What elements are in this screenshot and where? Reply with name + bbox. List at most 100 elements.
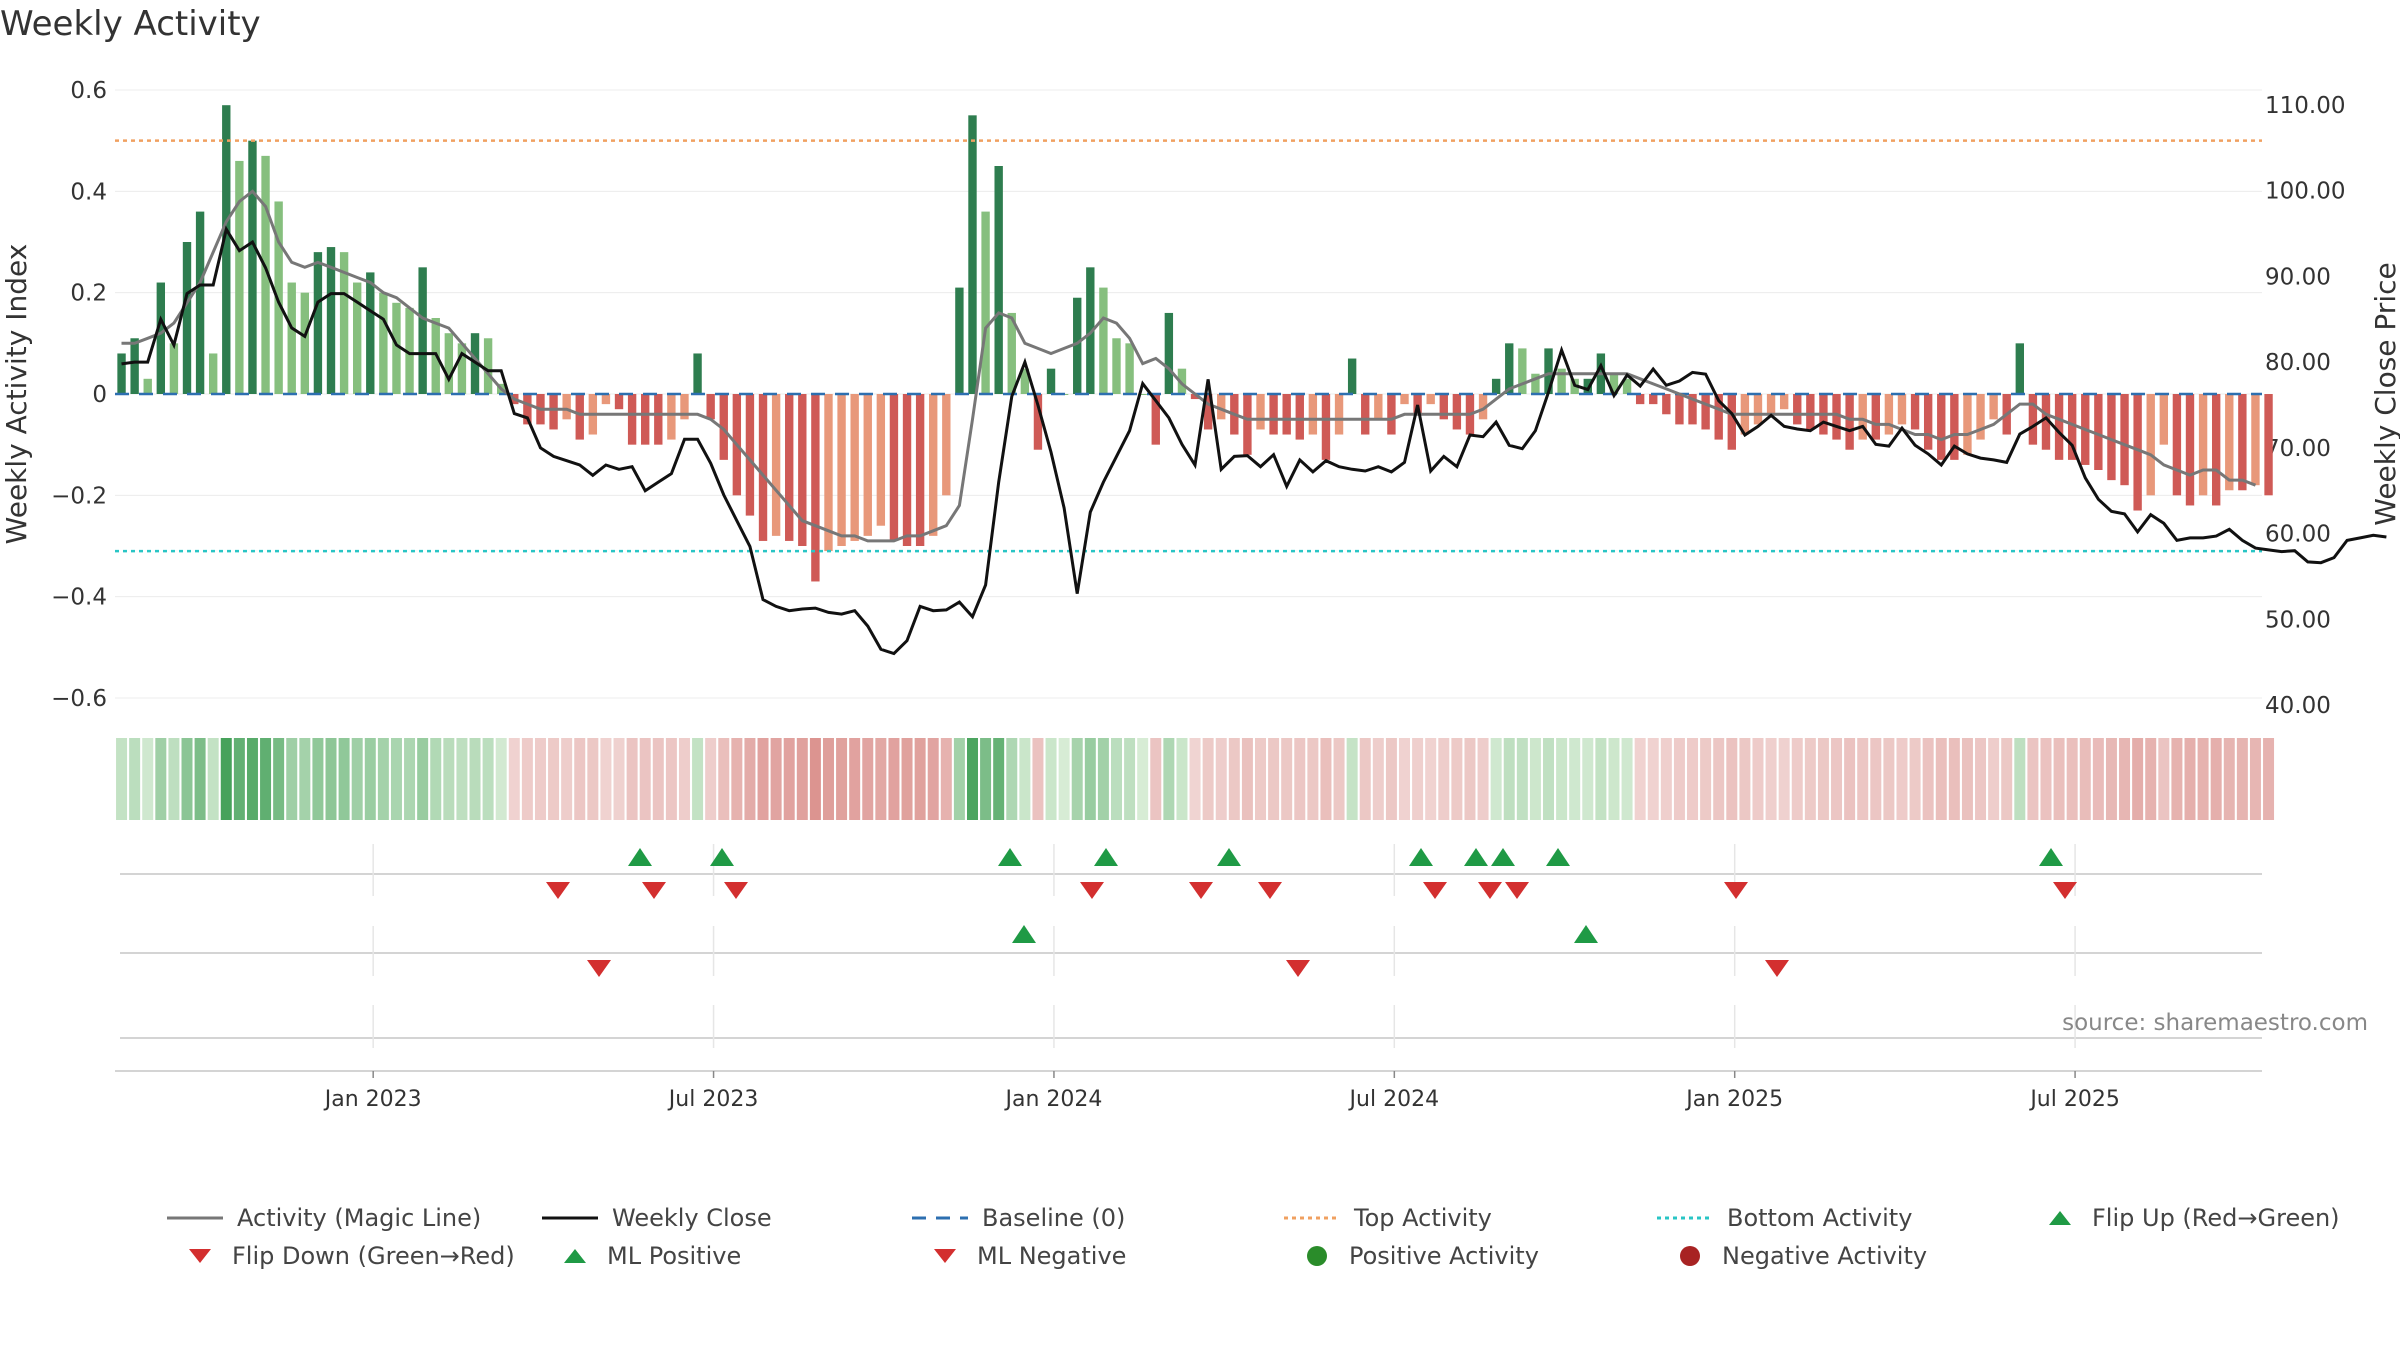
activity-bar: [2146, 394, 2155, 496]
legend-label-flip-down: Flip Down (Green→Red): [232, 1242, 515, 1270]
heat-cell: [1058, 738, 1070, 820]
chart-title: Weekly Activity: [0, 4, 261, 44]
heat-cell: [1595, 738, 1607, 820]
heat-cell: [351, 738, 363, 820]
activity-bar: [2067, 394, 2077, 460]
activity-bar: [300, 292, 310, 394]
activity-bar: [1321, 394, 1331, 460]
activity-bar: [523, 394, 532, 425]
activity-bar: [627, 394, 637, 445]
ml-positive-marker: [1574, 925, 1598, 943]
heat-cell: [116, 738, 128, 820]
magic-line-swatch: [167, 1216, 223, 1220]
activity-bar: [156, 282, 166, 394]
heat-cell: [1071, 738, 1083, 820]
heat-cell: [993, 738, 1005, 820]
heat-cell: [1870, 738, 1882, 820]
activity-bar: [785, 394, 794, 541]
heat-cell: [1438, 738, 1450, 820]
legend-label-negative-activity: Negative Activity: [1722, 1242, 1928, 1270]
activity-bar: [1884, 394, 1894, 435]
heat-cell: [2119, 738, 2131, 820]
activity-bar: [1662, 394, 1671, 415]
legend-label-top-activity: Top Activity: [1354, 1204, 1492, 1232]
heat-cell: [1883, 738, 1895, 820]
activity-bar: [1505, 343, 1514, 394]
heat-cell: [1608, 738, 1620, 820]
heat-cell: [757, 738, 769, 820]
flip-up-marker: [1464, 848, 1488, 866]
heat-cell: [1124, 738, 1136, 820]
activity-bar: [549, 394, 558, 430]
activity-bar: [143, 378, 152, 394]
heat-cell: [1569, 738, 1581, 820]
heat-cell: [1255, 738, 1267, 820]
activity-bar: [1086, 267, 1095, 394]
activity-bar: [1361, 394, 1370, 435]
heat-cell: [312, 738, 324, 820]
activity-bar: [929, 394, 938, 536]
activity-bar: [575, 394, 584, 440]
heat-cell: [1634, 738, 1646, 820]
activity-bar: [2120, 394, 2129, 486]
activity-bar: [235, 160, 244, 394]
activity-bar: [1793, 394, 1802, 425]
activity-bar: [1203, 394, 1213, 430]
activity-bar: [1478, 394, 1488, 420]
activity-bar: [876, 394, 886, 526]
activity-bar: [1557, 368, 1566, 394]
activity-bar: [1635, 394, 1645, 405]
flip-down-marker: [546, 882, 570, 899]
legend-item-flip-down: Flip Down (Green→Red): [180, 1238, 515, 1274]
heat-cell: [796, 738, 808, 820]
activity-bar: [457, 343, 467, 394]
activity-bar: [1858, 394, 1867, 440]
activity-bar: [1518, 348, 1527, 394]
activity-bar: [1544, 348, 1553, 394]
activity-bar: [1439, 394, 1448, 420]
heat-cell: [600, 738, 612, 820]
legend-label-positive-activity: Positive Activity: [1349, 1242, 1539, 1270]
legend-label-bottom-activity: Bottom Activity: [1727, 1204, 1913, 1232]
right-tick-label: 70.00: [2265, 436, 2331, 462]
flip-down-marker: [1478, 882, 1502, 899]
activity-bar: [208, 353, 218, 394]
heat-cell: [1543, 738, 1555, 820]
heat-cell: [2197, 738, 2209, 820]
flip-down-marker: [1258, 882, 1282, 899]
heat-cell: [194, 738, 206, 820]
heat-cell: [2223, 738, 2235, 820]
left-tick-label: −0.4: [51, 585, 107, 611]
flip-up-marker: [1094, 848, 1118, 866]
activity-bar: [1164, 312, 1174, 394]
heat-cell: [574, 738, 586, 820]
activity-bar: [1125, 343, 1134, 394]
legend-item-negative-activity: Negative Activity: [1670, 1238, 1927, 1274]
activity-bar: [758, 394, 768, 541]
activity-bar: [366, 272, 375, 394]
heat-cell: [1359, 738, 1371, 820]
heat-cell: [1857, 738, 1869, 820]
right-tick-label: 50.00: [2265, 607, 2331, 633]
heat-cell: [456, 738, 468, 820]
left-axis-title: Weekly Activity Index: [0, 244, 33, 545]
heat-cell: [1988, 738, 2000, 820]
activity-bar: [1727, 394, 1736, 450]
heat-cell: [1831, 738, 1843, 820]
activity-bar: [1099, 287, 1108, 394]
activity-bar: [313, 252, 323, 394]
heat-cell: [1975, 738, 1987, 820]
flip-down-marker: [642, 882, 666, 899]
activity-bar: [562, 394, 571, 420]
heat-cell: [181, 738, 193, 820]
activity-bar: [981, 211, 990, 394]
heat-cell: [888, 738, 900, 820]
activity-bar: [968, 115, 977, 394]
activity-bar: [693, 353, 702, 394]
heat-cell: [2027, 738, 2039, 820]
heat-cell: [1490, 738, 1502, 820]
activity-bar: [706, 394, 715, 420]
heat-cell: [626, 738, 638, 820]
heat-cell: [299, 738, 311, 820]
flip-down-marker: [724, 882, 748, 899]
